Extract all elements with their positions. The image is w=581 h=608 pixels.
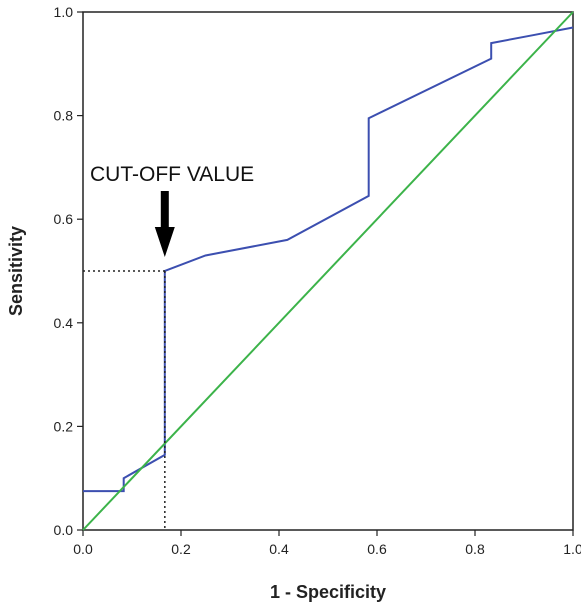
cutoff-annotation-text: CUT-OFF VALUE	[90, 163, 254, 186]
y-axis-title: Sensitivity	[6, 226, 26, 316]
roc-curve-line	[83, 26, 574, 493]
y-tick-label: 1.0	[54, 4, 74, 20]
series-layer	[82, 11, 574, 531]
x-tick-label: 0.8	[465, 541, 485, 557]
y-axis-ticks: 0.0 0.2 0.4 0.6 0.8 1.0	[54, 4, 83, 538]
reference-diagonal-line	[82, 11, 574, 531]
x-tick-label: 0.2	[171, 541, 191, 557]
x-tick-label: 1.0	[563, 541, 581, 557]
y-tick-label: 0.4	[54, 315, 74, 331]
y-tick-label: 0.6	[54, 211, 74, 227]
x-tick-label: 0.4	[269, 541, 289, 557]
cutoff-arrow	[154, 191, 175, 257]
x-axis-ticks: 0.0 0.2 0.4 0.6 0.8 1.0	[73, 530, 581, 557]
y-tick-label: 0.0	[54, 522, 74, 538]
x-tick-label: 0.0	[73, 541, 93, 557]
x-axis-title: 1 - Specificity	[270, 582, 386, 602]
y-tick-label: 0.8	[54, 108, 74, 124]
x-tick-label: 0.6	[367, 541, 387, 557]
y-tick-label: 0.2	[54, 418, 74, 434]
annotation-layer: CUT-OFF VALUE	[83, 163, 254, 530]
